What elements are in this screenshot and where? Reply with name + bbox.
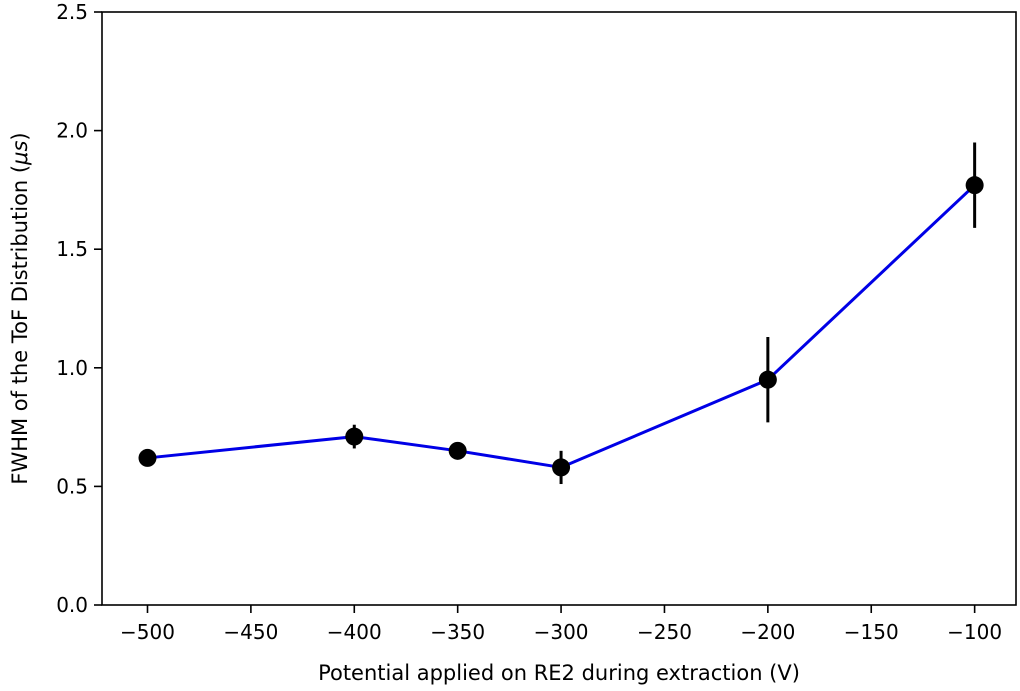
y-axis-ticks: 0.0 0.5 1.0 1.5 2.0 2.5 <box>56 0 102 617</box>
x-axis-label: Potential applied on RE2 during extracti… <box>318 661 800 685</box>
x-tick-label: −350 <box>430 620 485 644</box>
data-point <box>758 370 777 389</box>
y-axis-label-suffix: ) <box>8 132 32 140</box>
data-point <box>138 448 157 467</box>
y-tick-label: 0.0 <box>56 593 88 617</box>
y-tick-label: 2.0 <box>56 119 88 143</box>
y-tick-label: 0.5 <box>56 474 88 498</box>
plot-frame <box>101 11 1017 606</box>
x-tick-label: −300 <box>534 620 589 644</box>
data-point <box>552 458 571 477</box>
x-tick-label: −200 <box>740 620 795 644</box>
x-axis-ticks: −500 −450 −400 −350 −300 −250 −200 −150 −100 <box>120 605 1002 644</box>
data-point <box>345 427 364 446</box>
data-point <box>965 176 984 195</box>
y-tick-label: 2.5 <box>56 0 88 24</box>
x-tick-label: −150 <box>844 620 899 644</box>
x-tick-label: −250 <box>637 620 692 644</box>
x-tick-label: −400 <box>327 620 382 644</box>
x-tick-label: −100 <box>947 620 1002 644</box>
y-tick-label: 1.0 <box>56 356 88 380</box>
y-tick-label: 1.5 <box>56 237 88 261</box>
x-tick-label: −500 <box>120 620 175 644</box>
x-tick-label: −450 <box>223 620 278 644</box>
data-point <box>448 441 467 460</box>
y-axis-label-prefix: FWHM of the ToF Distribution ( <box>8 165 32 485</box>
series-line <box>147 184 976 469</box>
y-axis-label: FWHM of the ToF Distribution (μs) <box>8 132 32 484</box>
y-axis-label-unit: μs <box>8 141 32 166</box>
plot-area <box>138 142 984 485</box>
